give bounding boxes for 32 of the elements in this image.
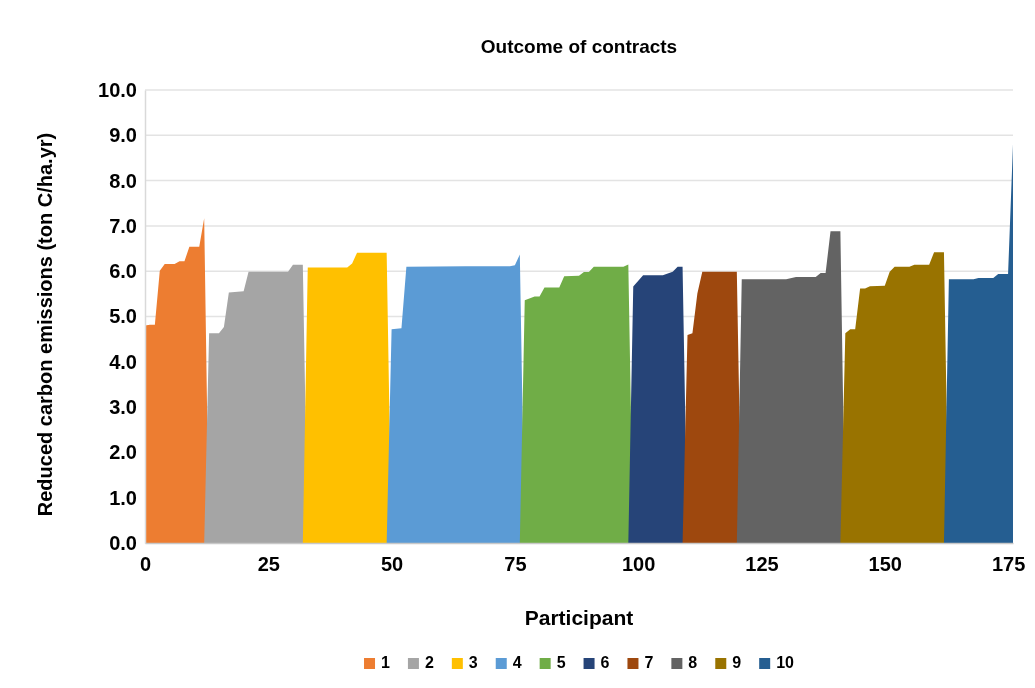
legend-label: 6 [600, 654, 610, 671]
y-tick-label: 6.0 [109, 260, 137, 283]
y-tick-label: 9.0 [109, 124, 137, 147]
x-tick-label: 25 [257, 553, 280, 576]
legend-label: 10 [776, 654, 795, 671]
legend-label: 9 [732, 654, 742, 671]
legend-label: 3 [468, 654, 478, 671]
y-tick-label: 10.0 [98, 78, 137, 101]
y-tick-label: 7.0 [109, 214, 137, 237]
x-axis-title: Participant [524, 606, 634, 629]
y-axis-title: Reduced carbon emissions (ton C/ha.yr) [34, 132, 56, 517]
y-tick-label: 4.0 [109, 350, 137, 373]
legend-label: 2 [424, 654, 434, 671]
x-tick-label: 0 [139, 553, 152, 576]
y-tick-label: 1.0 [109, 486, 137, 509]
chart-title: Outcome of contracts [480, 36, 678, 57]
x-tick-label: 50 [380, 553, 404, 576]
legend-label: 7 [644, 654, 654, 671]
legend-label: 4 [512, 654, 522, 671]
x-tick-label: 75 [504, 553, 527, 576]
legend-label: 8 [688, 654, 698, 671]
y-tick-label: 0.0 [109, 531, 137, 554]
x-tick-label: 175 [991, 553, 1026, 576]
y-tick-label: 5.0 [109, 305, 137, 328]
y-tick-label: 2.0 [109, 441, 137, 464]
y-tick-label: 3.0 [109, 396, 137, 418]
x-tick-label: 150 [868, 553, 902, 576]
legend-label: 1 [381, 654, 391, 671]
x-tick-label: 125 [745, 553, 779, 576]
x-tick-label: 100 [621, 553, 656, 576]
y-tick-label: 8.0 [109, 169, 137, 192]
legend-label: 5 [556, 654, 566, 671]
